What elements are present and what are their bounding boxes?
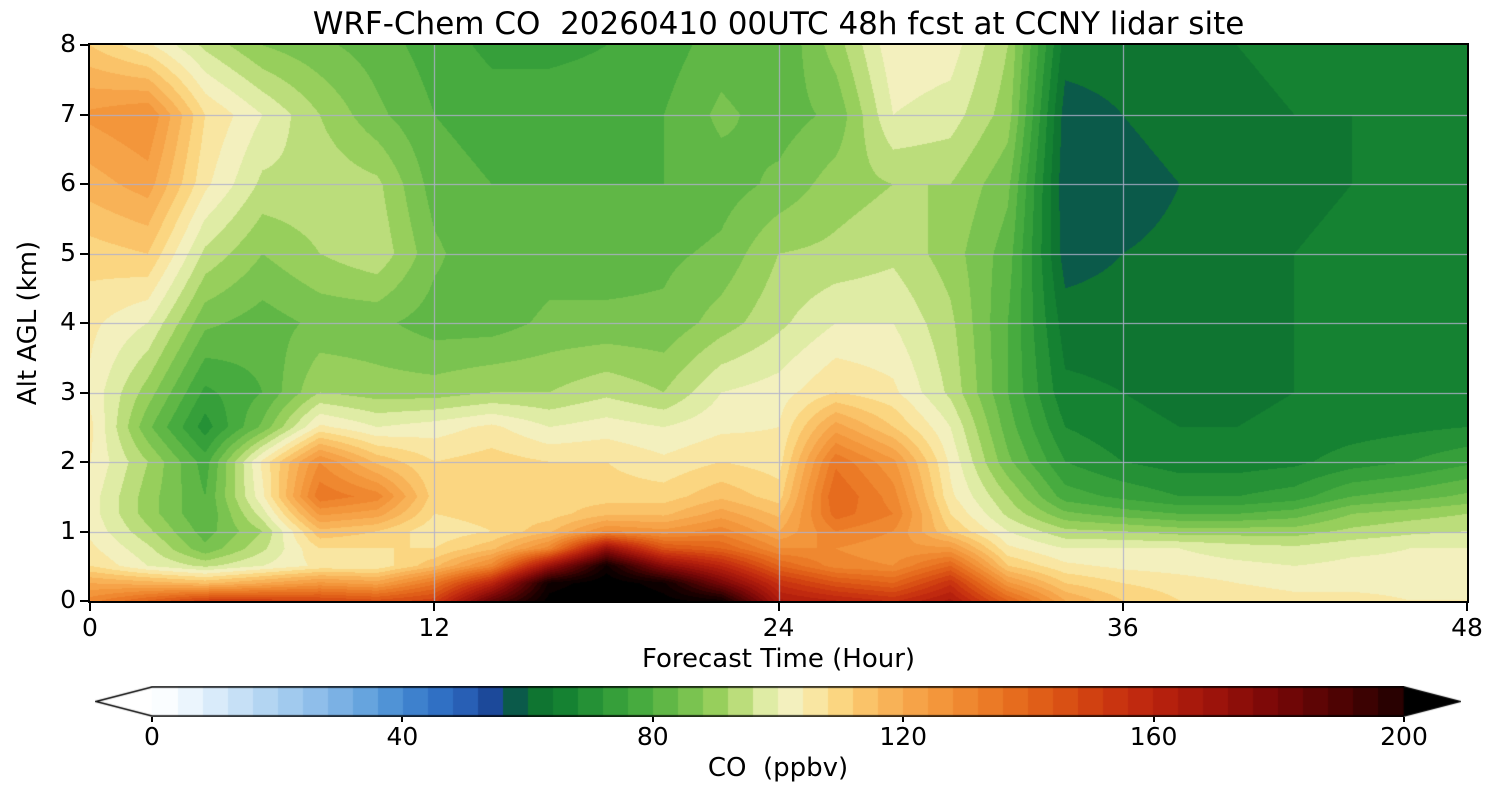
- x-tick-label: 0: [82, 613, 98, 642]
- x-tick-mark: [1466, 603, 1468, 611]
- y-tick-mark: [80, 461, 88, 463]
- y-tick-label: 2: [60, 446, 76, 475]
- y-tick-mark: [80, 391, 88, 394]
- colorbar-tick-mark: [1152, 717, 1155, 722]
- x-tick-label: 12: [418, 613, 451, 642]
- y-tick-label: 7: [60, 98, 76, 128]
- y-tick-label: 0: [60, 585, 76, 614]
- x-tick-mark: [89, 603, 91, 611]
- y-tick-mark: [80, 252, 88, 255]
- y-tick-mark: [80, 183, 88, 185]
- y-tick-label: 1: [60, 515, 76, 545]
- colorbar-label: CO (ppbv): [707, 753, 849, 783]
- colorbar-tick-label: 160: [1129, 722, 1178, 751]
- colorbar-tick-label: 120: [879, 722, 928, 751]
- colorbar-tick-mark: [1403, 717, 1405, 722]
- colorbar-tick-mark: [902, 717, 905, 722]
- colorbar-tick-mark: [401, 717, 404, 722]
- x-tick-label: 36: [1106, 613, 1139, 642]
- y-axis-label: Alt AGL (km): [13, 240, 43, 406]
- chart-title: WRF-Chem CO 20260410 00UTC 48h fcst at C…: [312, 6, 1245, 42]
- y-tick-mark: [80, 530, 88, 533]
- y-tick-mark: [80, 600, 88, 602]
- colorbar-tick-mark: [151, 717, 153, 722]
- y-tick-mark: [80, 44, 88, 46]
- y-tick-mark: [80, 113, 88, 116]
- colorbar-tick-label: 0: [144, 722, 160, 751]
- colorbar-tick-mark: [651, 717, 654, 722]
- y-tick-label: 6: [60, 168, 76, 197]
- colorbar-canvas: [95, 686, 1461, 717]
- colorbar-tick-label: 80: [636, 722, 669, 751]
- x-tick-mark: [1121, 603, 1124, 611]
- co-heatmap-canvas: [90, 45, 1467, 601]
- y-tick-label: 8: [60, 29, 76, 58]
- colorbar-tick-label: 40: [386, 722, 419, 751]
- x-tick-mark: [777, 603, 780, 611]
- colorbar-tick-label: 200: [1380, 722, 1428, 751]
- y-tick-mark: [80, 322, 88, 324]
- x-tick-label: 24: [762, 613, 795, 642]
- x-tick-label: 48: [1451, 613, 1483, 642]
- x-axis-label: Forecast Time (Hour): [641, 644, 916, 674]
- x-tick-mark: [433, 603, 436, 611]
